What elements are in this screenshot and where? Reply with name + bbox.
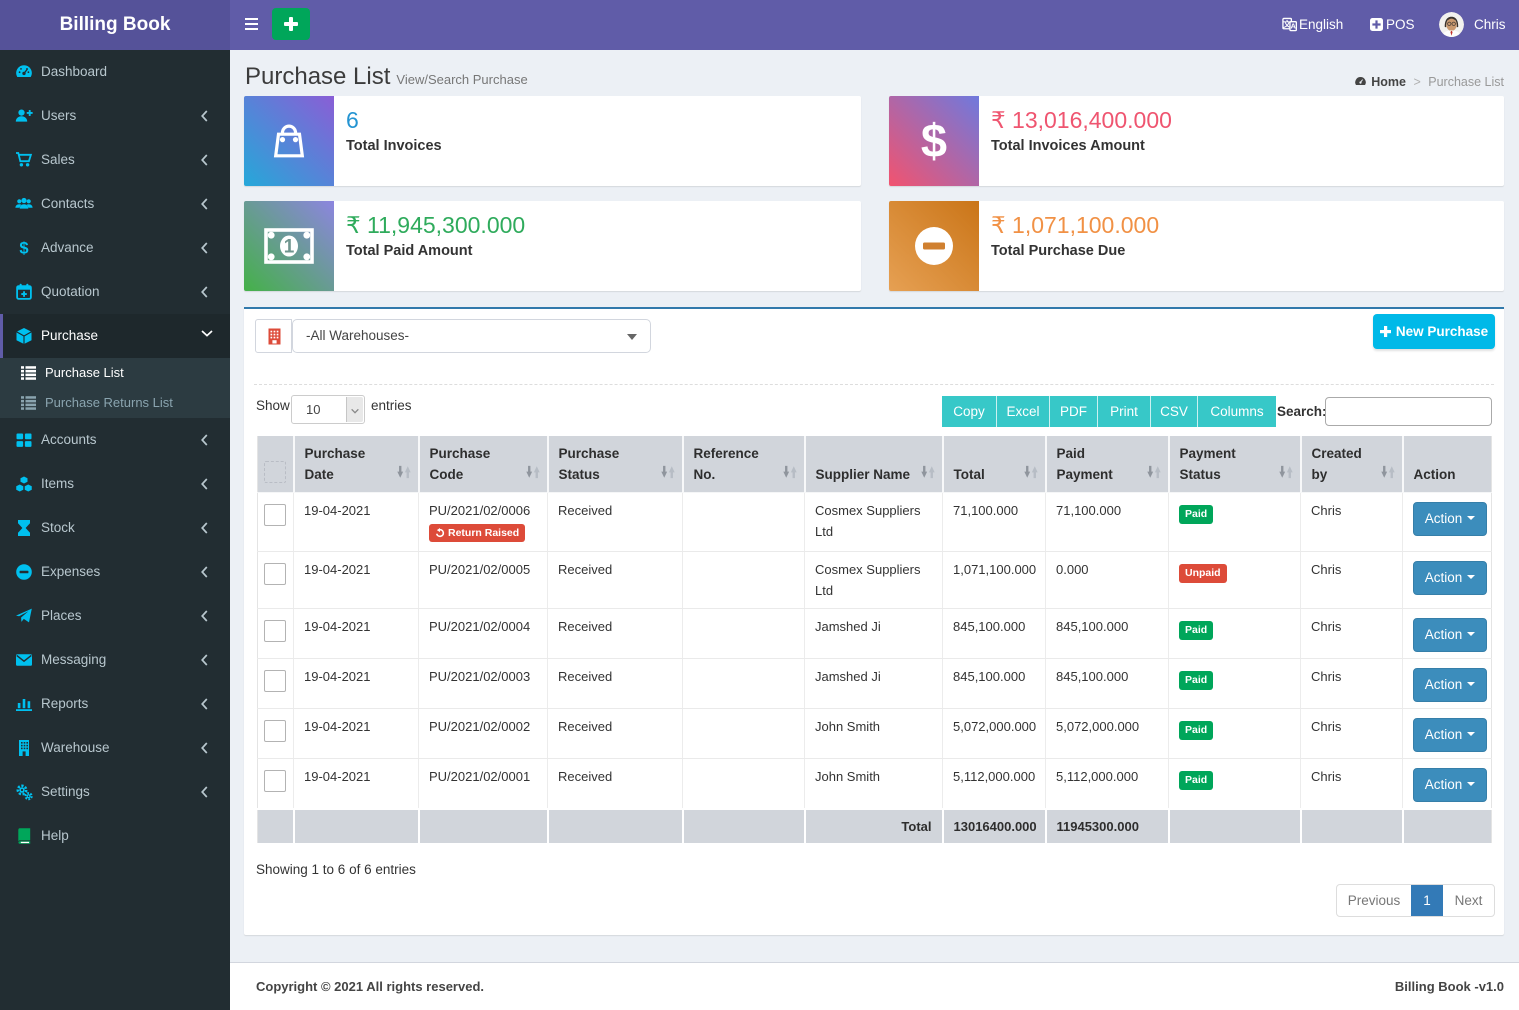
svg-text:1: 1 bbox=[284, 237, 295, 258]
svg-text:A: A bbox=[1290, 22, 1296, 31]
svg-text:$: $ bbox=[19, 240, 28, 258]
svg-text:文: 文 bbox=[1283, 19, 1291, 29]
